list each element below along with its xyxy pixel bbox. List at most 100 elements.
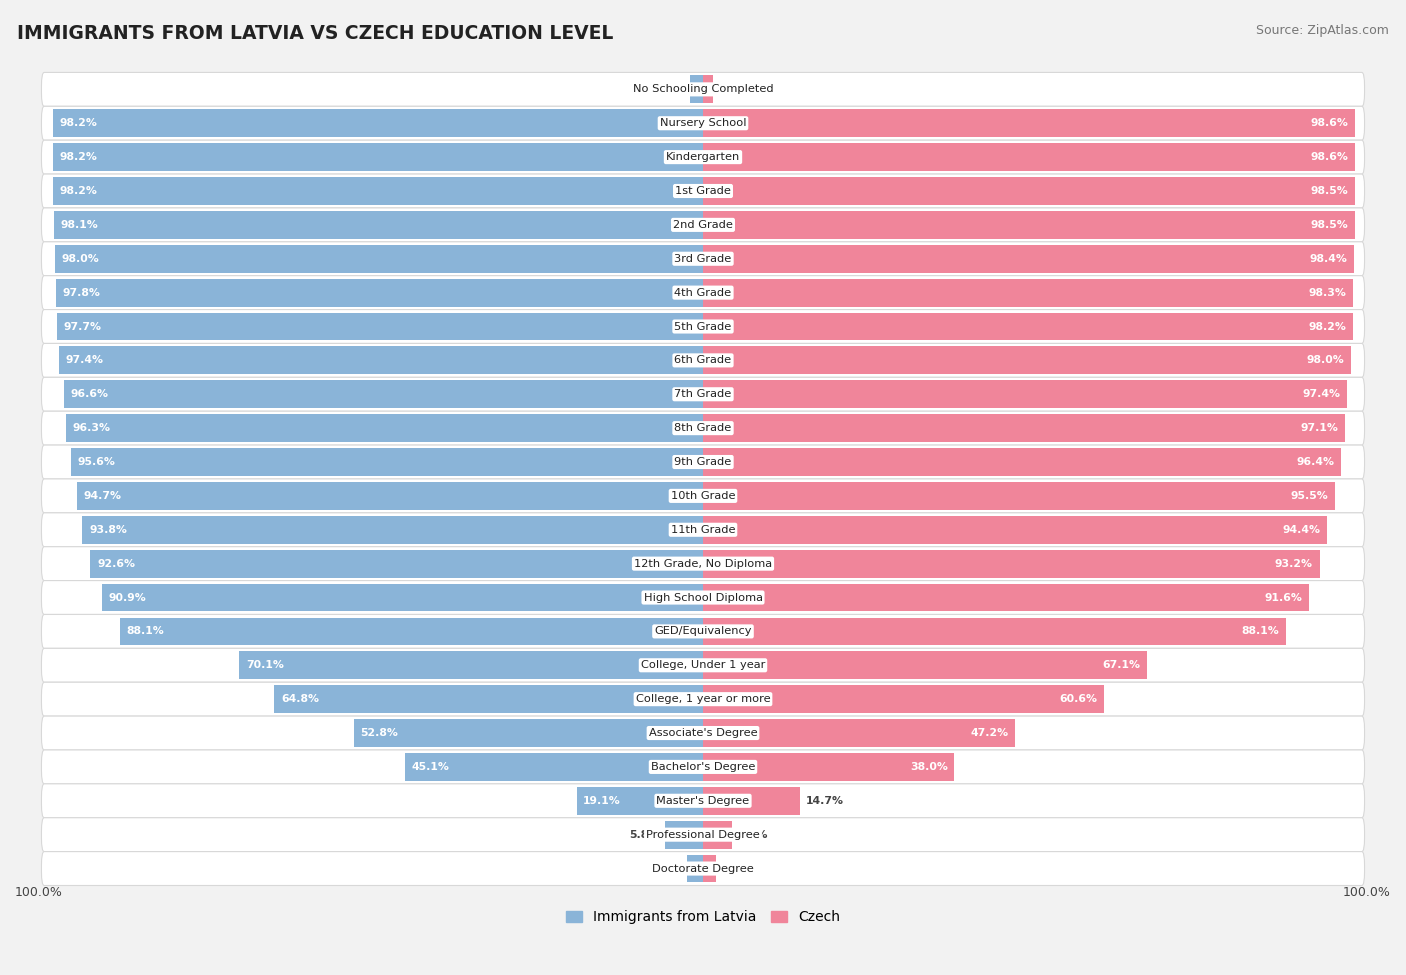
Text: College, 1 year or more: College, 1 year or more	[636, 694, 770, 704]
FancyBboxPatch shape	[41, 750, 1365, 784]
FancyBboxPatch shape	[41, 580, 1365, 614]
Text: 12th Grade, No Diploma: 12th Grade, No Diploma	[634, 559, 772, 568]
Bar	[703, 550, 1320, 577]
Text: 91.6%: 91.6%	[1264, 593, 1302, 603]
Text: 98.6%: 98.6%	[1310, 118, 1348, 129]
Bar	[703, 313, 1353, 340]
Bar	[703, 279, 1354, 306]
Text: 4th Grade: 4th Grade	[675, 288, 731, 297]
Bar	[703, 516, 1327, 544]
Text: 97.4%: 97.4%	[65, 355, 103, 366]
Bar	[76, 482, 703, 510]
Text: 5.8%: 5.8%	[628, 830, 659, 839]
Text: 70.1%: 70.1%	[246, 660, 284, 670]
Text: Source: ZipAtlas.com: Source: ZipAtlas.com	[1256, 24, 1389, 37]
Text: 97.4%: 97.4%	[1303, 389, 1341, 399]
Text: 10th Grade: 10th Grade	[671, 490, 735, 501]
Bar	[703, 787, 800, 815]
Bar	[239, 651, 703, 680]
Bar	[703, 448, 1341, 476]
Bar	[354, 720, 703, 747]
Text: 1.9%: 1.9%	[721, 864, 751, 874]
Bar	[703, 753, 955, 781]
Bar	[703, 177, 1354, 205]
Text: High School Diploma: High School Diploma	[644, 593, 762, 603]
Text: Doctorate Degree: Doctorate Degree	[652, 864, 754, 874]
Text: Master's Degree: Master's Degree	[657, 796, 749, 805]
Text: 98.3%: 98.3%	[1309, 288, 1347, 297]
Bar	[53, 109, 703, 137]
Text: 98.0%: 98.0%	[1308, 355, 1344, 366]
FancyBboxPatch shape	[41, 614, 1365, 648]
FancyBboxPatch shape	[41, 175, 1365, 208]
Bar	[665, 821, 703, 848]
Bar	[703, 414, 1346, 442]
Text: Nursery School: Nursery School	[659, 118, 747, 129]
Bar	[63, 380, 703, 409]
FancyBboxPatch shape	[41, 784, 1365, 818]
Text: 98.2%: 98.2%	[60, 152, 98, 162]
Bar	[703, 143, 1355, 171]
Text: 98.5%: 98.5%	[1310, 186, 1348, 196]
Text: 94.4%: 94.4%	[1282, 525, 1320, 534]
FancyBboxPatch shape	[41, 479, 1365, 513]
Text: 93.2%: 93.2%	[1275, 559, 1313, 568]
Bar	[53, 211, 703, 239]
Bar	[703, 584, 1309, 611]
Text: 98.2%: 98.2%	[1308, 322, 1346, 332]
Text: College, Under 1 year: College, Under 1 year	[641, 660, 765, 670]
Text: 11th Grade: 11th Grade	[671, 525, 735, 534]
Bar	[703, 245, 1354, 273]
Text: 97.8%: 97.8%	[63, 288, 100, 297]
Bar	[576, 787, 703, 815]
Bar	[703, 855, 716, 882]
Text: 95.6%: 95.6%	[77, 457, 115, 467]
Text: 2.4%: 2.4%	[651, 864, 682, 874]
Text: 9th Grade: 9th Grade	[675, 457, 731, 467]
Bar	[70, 448, 703, 476]
Bar	[120, 617, 703, 645]
Bar	[53, 143, 703, 171]
Text: 47.2%: 47.2%	[970, 728, 1008, 738]
Bar	[703, 380, 1347, 409]
Text: 4.4%: 4.4%	[737, 830, 768, 839]
FancyBboxPatch shape	[41, 310, 1365, 343]
FancyBboxPatch shape	[41, 140, 1365, 175]
Text: 96.4%: 96.4%	[1296, 457, 1334, 467]
Text: 98.4%: 98.4%	[1309, 254, 1347, 264]
Text: 97.7%: 97.7%	[63, 322, 101, 332]
Bar	[703, 651, 1147, 680]
FancyBboxPatch shape	[41, 716, 1365, 750]
Text: 98.5%: 98.5%	[1310, 220, 1348, 230]
Text: No Schooling Completed: No Schooling Completed	[633, 85, 773, 95]
Bar	[59, 346, 703, 374]
Text: 90.9%: 90.9%	[108, 593, 146, 603]
Text: 45.1%: 45.1%	[412, 761, 449, 772]
Text: 98.1%: 98.1%	[60, 220, 98, 230]
Text: 98.2%: 98.2%	[60, 118, 98, 129]
Bar	[703, 482, 1334, 510]
FancyBboxPatch shape	[41, 343, 1365, 377]
Bar	[690, 75, 703, 103]
FancyBboxPatch shape	[41, 682, 1365, 716]
Text: 1.5%: 1.5%	[718, 85, 748, 95]
Text: 98.0%: 98.0%	[62, 254, 98, 264]
Bar	[56, 279, 703, 306]
Text: 64.8%: 64.8%	[281, 694, 319, 704]
FancyBboxPatch shape	[41, 513, 1365, 547]
Text: 93.8%: 93.8%	[89, 525, 127, 534]
Bar	[53, 177, 703, 205]
Text: 8th Grade: 8th Grade	[675, 423, 731, 433]
Text: 5th Grade: 5th Grade	[675, 322, 731, 332]
Bar	[405, 753, 703, 781]
Bar	[56, 313, 703, 340]
Text: Bachelor's Degree: Bachelor's Degree	[651, 761, 755, 772]
Bar	[703, 617, 1286, 645]
Bar	[703, 720, 1015, 747]
Bar	[703, 211, 1354, 239]
FancyBboxPatch shape	[41, 851, 1365, 885]
FancyBboxPatch shape	[41, 547, 1365, 580]
Legend: Immigrants from Latvia, Czech: Immigrants from Latvia, Czech	[560, 905, 846, 930]
Bar	[703, 109, 1355, 137]
Text: 97.1%: 97.1%	[1301, 423, 1339, 433]
